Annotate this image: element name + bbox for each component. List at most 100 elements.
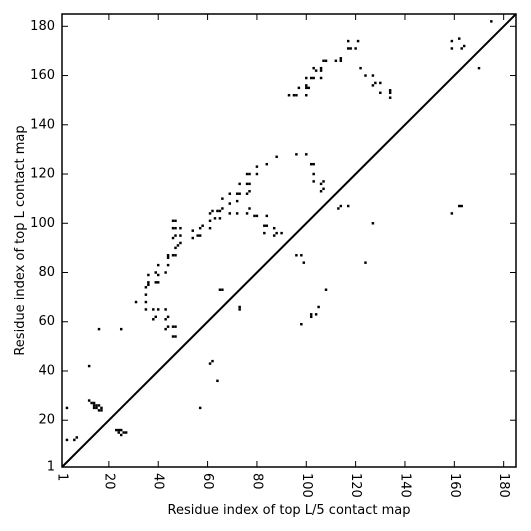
contact-point-top-l (238, 192, 241, 195)
contact-points (65, 20, 493, 442)
x-tick-label: 40 (151, 473, 166, 490)
contact-point-top-l (305, 84, 308, 87)
x-tick-label: 120 (348, 473, 363, 498)
contact-point-top-l5 (371, 222, 375, 225)
contact-point-top-l (312, 76, 315, 80)
contact-point-top-l (490, 20, 493, 23)
contact-point-top-l (322, 180, 325, 183)
contact-point-top-l5 (198, 406, 202, 410)
contact-point-top-l5 (122, 431, 125, 434)
contact-point-top-l (314, 69, 318, 72)
contact-point-top-l (371, 74, 375, 77)
contact-point-top-l (305, 86, 308, 90)
contact-point-top-l (295, 94, 298, 97)
contact-point-top-l5 (221, 288, 224, 291)
contact-point-top-l (359, 66, 362, 70)
contact-point-top-l5 (324, 288, 328, 291)
contact-point-top-l5 (124, 431, 128, 434)
contact-point-top-l (265, 224, 269, 227)
contact-point-top-l5 (87, 399, 91, 402)
contact-point-top-l5 (314, 313, 318, 316)
contact-point-top-l5 (92, 404, 96, 407)
contact-point-top-l (245, 192, 249, 195)
contact-point-top-l (388, 89, 392, 92)
contact-point-top-l (349, 47, 352, 50)
contact-point-top-l (208, 212, 212, 215)
contact-point-top-l5 (458, 204, 461, 208)
diagonal-line (61, 13, 517, 468)
contact-point-top-l (87, 364, 91, 368)
contact-point-top-l (379, 91, 382, 95)
x-axis-title: Residue index of top L/5 contact map (168, 503, 411, 518)
contact-point-top-l (174, 219, 177, 223)
y-tick-label: 140 (30, 117, 55, 132)
contact-point-top-l (462, 44, 466, 48)
contact-point-top-l (263, 231, 266, 235)
contact-point-top-l (245, 172, 249, 176)
contact-point-top-l (211, 209, 214, 213)
contact-point-top-l (152, 308, 155, 311)
contact-point-top-l (152, 318, 155, 321)
contact-point-top-l (477, 66, 481, 70)
contact-point-top-l (174, 254, 177, 257)
contact-point-top-l (235, 212, 239, 215)
contact-point-top-l (218, 217, 222, 220)
contact-point-top-l5 (211, 359, 214, 363)
contact-point-top-l (144, 286, 148, 289)
contact-point-top-l (245, 212, 249, 215)
contact-point-top-l (208, 219, 212, 223)
contact-point-top-l (379, 81, 382, 85)
contact-point-top-l (166, 256, 170, 259)
contact-point-top-l (156, 308, 160, 311)
contact-point-top-l (248, 190, 251, 193)
x-tick-label: 20 (101, 473, 116, 490)
contact-point-top-l (119, 327, 123, 331)
contact-point-top-l (275, 155, 278, 159)
contact-point-top-l5 (65, 438, 69, 442)
contact-point-top-l (309, 162, 313, 166)
contact-point-top-l (388, 96, 392, 99)
contact-point-top-l5 (364, 261, 367, 264)
contact-point-top-l5 (90, 401, 93, 405)
contact-point-top-l (388, 91, 392, 95)
contact-point-top-l5 (208, 362, 212, 365)
contact-point-top-l (228, 192, 232, 195)
contact-point-top-l (144, 308, 148, 311)
contact-point-top-l (221, 197, 224, 200)
contact-point-top-l (265, 214, 269, 218)
x-tick-label: 100 (299, 473, 314, 498)
contact-point-top-l (164, 318, 167, 321)
contact-point-top-l (374, 81, 377, 85)
contact-point-top-l (171, 335, 175, 338)
contact-point-top-l (287, 94, 291, 97)
contact-point-top-l (364, 74, 367, 77)
contact-point-top-l (228, 202, 232, 205)
y-axis-title: Residue index of top L contact map (13, 125, 28, 355)
contact-point-top-l5 (300, 322, 303, 326)
contact-point-top-l (198, 234, 202, 237)
contact-point-top-l (255, 172, 259, 176)
y-tick-label: 20 (38, 413, 55, 428)
contact-point-top-l (208, 226, 212, 230)
contact-point-top-l (171, 254, 175, 257)
contact-point-top-l (339, 59, 343, 63)
contact-point-top-l5 (346, 204, 350, 208)
contact-point-top-l (147, 281, 150, 284)
contact-point-top-l (164, 327, 167, 331)
contact-point-top-l (297, 86, 301, 90)
contact-point-top-l (174, 325, 177, 328)
contact-point-top-l (324, 59, 328, 63)
contact-point-top-l (248, 172, 251, 176)
contact-point-top-l (305, 94, 308, 97)
contact-point-top-l (346, 47, 350, 50)
contact-point-top-l (198, 226, 202, 230)
contact-point-top-l5 (92, 401, 96, 405)
contact-point-top-l5 (65, 406, 69, 410)
contact-point-top-l5 (100, 409, 103, 412)
contact-point-top-l (371, 84, 375, 87)
contact-point-top-l5 (119, 433, 123, 437)
contact-point-top-l5 (75, 436, 79, 439)
contact-point-top-l5 (97, 404, 101, 407)
contact-point-top-l (356, 39, 360, 43)
